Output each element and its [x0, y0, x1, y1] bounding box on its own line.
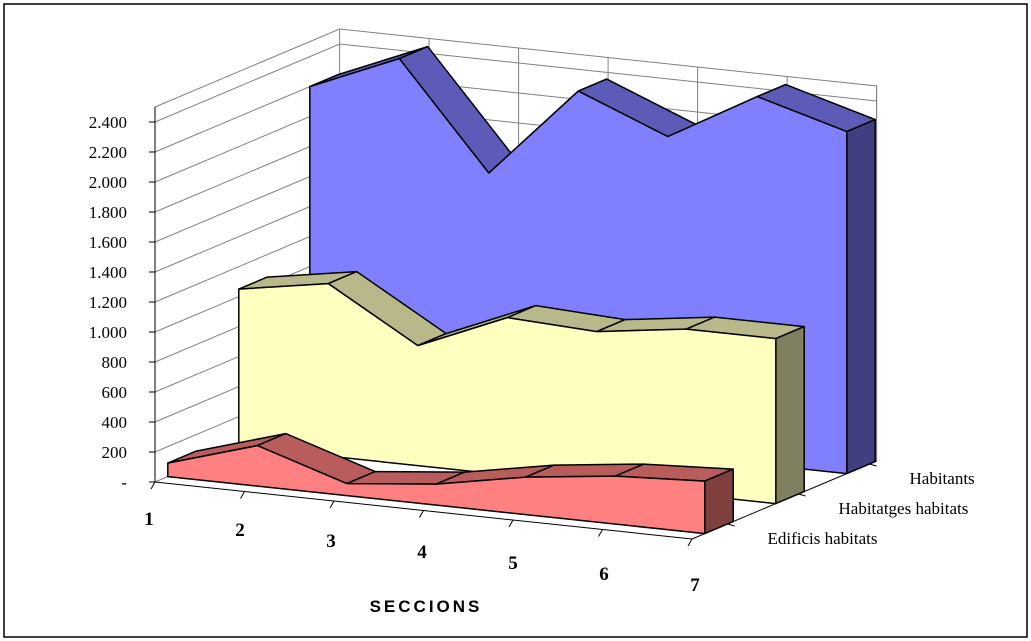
- y-tick-label: 2.400: [89, 113, 127, 132]
- area-end-face: [846, 118, 876, 475]
- x-tick: [598, 529, 603, 537]
- area-front-face: [238, 282, 777, 505]
- x-tick: [508, 519, 514, 528]
- series-label: Edificis habitats: [768, 529, 878, 548]
- y-tick-label: 1.200: [89, 293, 127, 312]
- x-tick: [150, 481, 156, 490]
- wall-edge: [154, 28, 878, 461]
- x-tick: [329, 500, 335, 509]
- series-label: Habitatges habitats: [839, 499, 969, 518]
- area-end-face: [775, 325, 805, 505]
- x-tick: [687, 538, 693, 547]
- area-front-face: [167, 444, 706, 535]
- x-tick: [419, 510, 424, 518]
- y-tick-label: 2.000: [89, 173, 127, 192]
- series-label: Habitants: [910, 469, 975, 488]
- series-layer: [167, 45, 876, 535]
- series-habitatges-habitats: [238, 270, 805, 505]
- x-tick-label: 7: [690, 575, 700, 596]
- y-tick-label: 1.000: [89, 323, 127, 342]
- depth-tick: [869, 463, 877, 467]
- x-axis-title: SECCIONS: [370, 597, 483, 616]
- y-tick-label: 2.200: [89, 143, 127, 162]
- y-tick-label: 1.400: [89, 263, 127, 282]
- y-tick-label: 800: [102, 353, 128, 372]
- x-tick-label: 4: [417, 542, 427, 563]
- x-tick-label: 3: [326, 531, 336, 552]
- series-edificis-habitats: [167, 432, 734, 535]
- y-tick-label: 600: [102, 383, 128, 402]
- x-tick: [240, 491, 245, 499]
- depth-tick: [727, 523, 735, 527]
- x-tick-label: 5: [508, 553, 518, 574]
- y-tick-label: 200: [102, 443, 128, 462]
- y-tick-label: -: [121, 473, 127, 492]
- x-tick-label: 2: [235, 520, 245, 541]
- x-tick-label: 1: [144, 509, 154, 530]
- y-tick-label: 400: [102, 413, 128, 432]
- x-tick-label: 6: [599, 564, 609, 585]
- y-tick-label: 1.600: [89, 233, 127, 252]
- depth-tick: [798, 493, 806, 497]
- y-tick-label: 1.800: [89, 203, 127, 222]
- label-layer: - 200 400 600 800 1.000 1.200 1.400 1.600 1.800 2.…: [89, 113, 975, 596]
